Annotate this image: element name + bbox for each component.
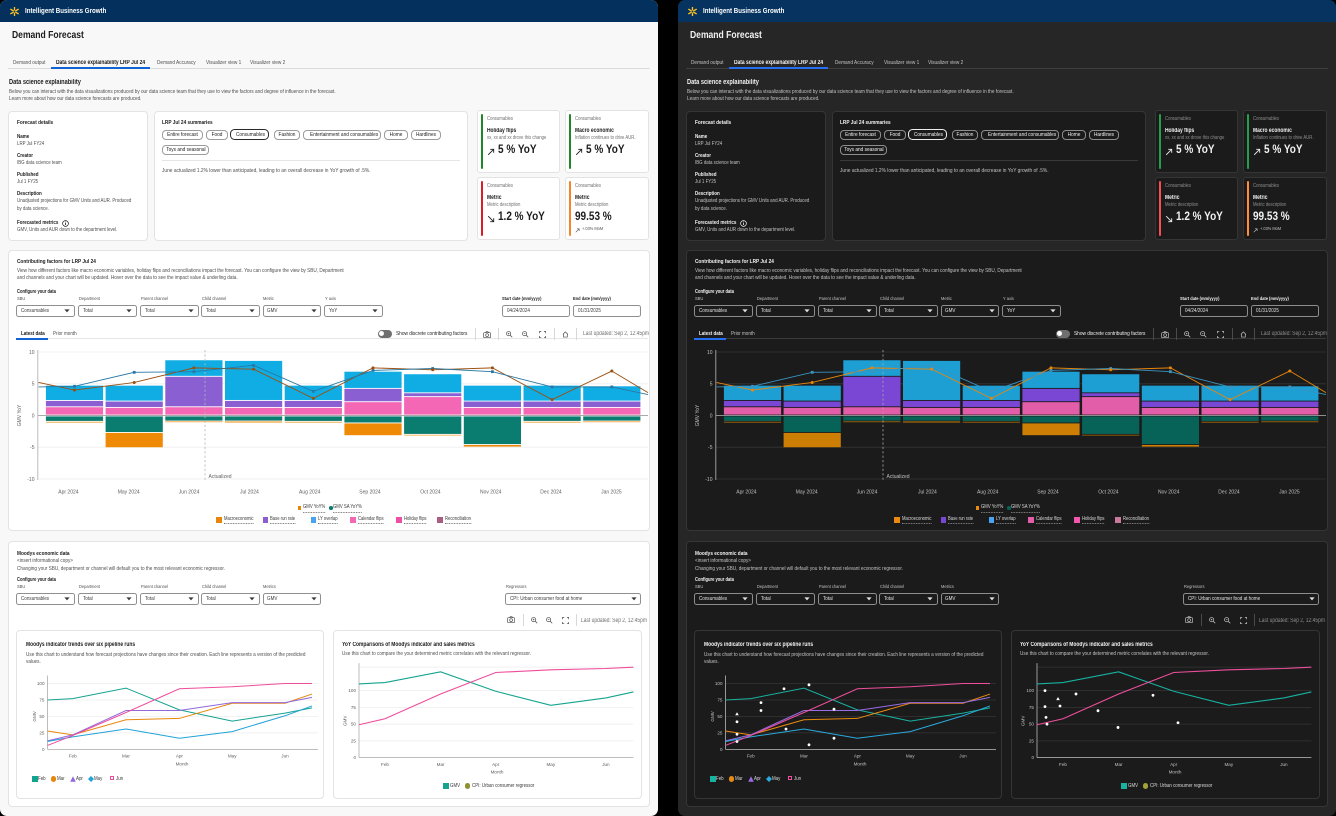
svg-text:50: 50 xyxy=(717,714,723,719)
svg-text:0: 0 xyxy=(353,755,356,760)
svg-text:Nov 2024: Nov 2024 xyxy=(480,490,502,496)
svg-text:Jun 2024: Jun 2024 xyxy=(179,490,200,496)
svg-text:50: 50 xyxy=(351,722,357,727)
svg-text:Jun: Jun xyxy=(281,754,289,759)
svg-text:Mar: Mar xyxy=(122,754,130,759)
svg-text:Month: Month xyxy=(1169,770,1182,775)
svg-text:Jun 2024: Jun 2024 xyxy=(857,490,878,496)
svg-text:10: 10 xyxy=(707,350,713,356)
svg-text:May: May xyxy=(1224,762,1233,767)
svg-text:-5: -5 xyxy=(30,445,35,451)
svg-text:0: 0 xyxy=(710,413,713,419)
svg-text:75: 75 xyxy=(1029,705,1035,710)
svg-text:-10: -10 xyxy=(27,477,34,483)
svg-text:Feb: Feb xyxy=(747,754,755,759)
svg-text:Month: Month xyxy=(854,761,867,766)
svg-text:Jun: Jun xyxy=(959,754,967,759)
svg-text:Month: Month xyxy=(491,770,504,775)
svg-text:75: 75 xyxy=(717,698,723,703)
svg-text:Aug 2024: Aug 2024 xyxy=(299,490,321,496)
svg-text:25: 25 xyxy=(717,731,723,736)
svg-text:Actualized: Actualized xyxy=(887,474,910,480)
svg-text:Month: Month xyxy=(176,761,189,766)
svg-text:0: 0 xyxy=(42,747,45,752)
svg-text:Oct 2024: Oct 2024 xyxy=(420,490,441,496)
svg-text:Actualized: Actualized xyxy=(209,474,232,480)
svg-text:75: 75 xyxy=(39,698,45,703)
svg-text:GMV YoY: GMV YoY xyxy=(695,404,701,426)
svg-text:Mar: Mar xyxy=(800,754,808,759)
svg-text:Apr 2024: Apr 2024 xyxy=(736,490,757,496)
svg-text:Feb: Feb xyxy=(69,754,77,759)
svg-text:0: 0 xyxy=(32,413,35,419)
svg-text:100: 100 xyxy=(1026,688,1034,693)
svg-text:GMV: GMV xyxy=(1021,715,1026,726)
svg-text:Feb: Feb xyxy=(381,762,389,767)
svg-text:Apr: Apr xyxy=(176,754,184,759)
svg-text:5: 5 xyxy=(710,382,713,388)
svg-text:-5: -5 xyxy=(708,445,713,451)
svg-text:Nov 2024: Nov 2024 xyxy=(1158,490,1180,496)
svg-text:Apr: Apr xyxy=(854,754,862,759)
svg-text:10: 10 xyxy=(29,350,35,356)
svg-text:GMV: GMV xyxy=(32,710,37,721)
svg-text:May: May xyxy=(228,754,237,759)
svg-text:Apr: Apr xyxy=(1170,762,1178,767)
svg-text:Aug 2024: Aug 2024 xyxy=(977,490,999,496)
svg-text:Sep 2024: Sep 2024 xyxy=(1037,490,1059,496)
svg-text:May: May xyxy=(906,754,915,759)
svg-text:Apr 2024: Apr 2024 xyxy=(58,490,79,496)
svg-text:Sep 2024: Sep 2024 xyxy=(359,490,381,496)
svg-text:Jul 2024: Jul 2024 xyxy=(240,490,259,496)
svg-text:Mar: Mar xyxy=(437,762,445,767)
svg-text:GMV: GMV xyxy=(710,710,715,721)
svg-text:100: 100 xyxy=(715,681,723,686)
svg-text:Dec 2024: Dec 2024 xyxy=(540,490,562,496)
svg-text:25: 25 xyxy=(1029,739,1035,744)
svg-text:May: May xyxy=(546,762,555,767)
svg-text:GMV YoY: GMV YoY xyxy=(17,404,23,426)
svg-text:GMV: GMV xyxy=(343,715,348,726)
svg-text:25: 25 xyxy=(39,731,45,736)
svg-text:25: 25 xyxy=(351,739,357,744)
svg-text:75: 75 xyxy=(351,705,357,710)
svg-text:Apr: Apr xyxy=(492,762,500,767)
svg-text:0: 0 xyxy=(720,747,723,752)
svg-text:Jan 2025: Jan 2025 xyxy=(601,490,622,496)
svg-text:Oct 2024: Oct 2024 xyxy=(1098,490,1119,496)
svg-text:50: 50 xyxy=(39,714,45,719)
svg-text:100: 100 xyxy=(348,688,356,693)
svg-text:Jun: Jun xyxy=(602,762,610,767)
svg-text:Jun: Jun xyxy=(1280,762,1288,767)
svg-text:Feb: Feb xyxy=(1059,762,1067,767)
svg-text:May 2024: May 2024 xyxy=(796,490,818,496)
svg-text:5: 5 xyxy=(32,382,35,388)
svg-text:0: 0 xyxy=(1031,755,1034,760)
svg-text:Jul 2024: Jul 2024 xyxy=(918,490,937,496)
svg-text:-10: -10 xyxy=(705,477,712,483)
svg-text:Jan 2025: Jan 2025 xyxy=(1279,490,1300,496)
svg-text:Dec 2024: Dec 2024 xyxy=(1218,490,1240,496)
svg-text:50: 50 xyxy=(1029,722,1035,727)
svg-text:May 2024: May 2024 xyxy=(118,490,140,496)
svg-text:100: 100 xyxy=(37,681,45,686)
svg-text:Mar: Mar xyxy=(1115,762,1123,767)
